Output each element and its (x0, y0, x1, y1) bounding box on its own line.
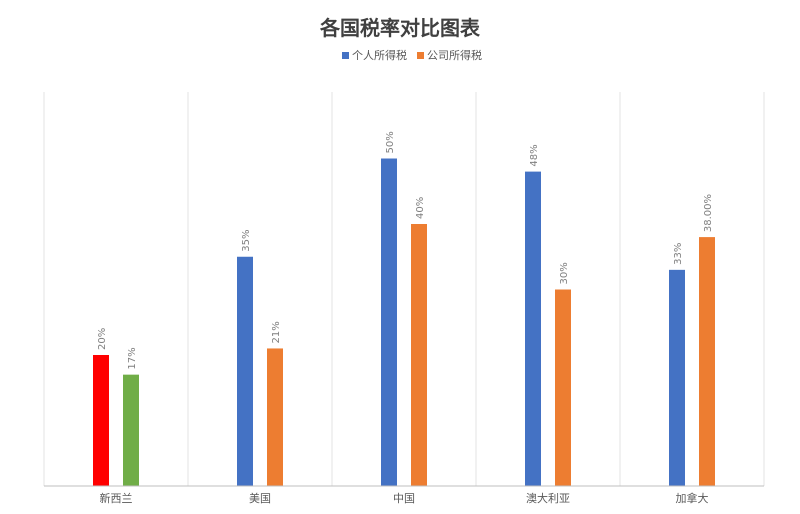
bar-personal-2 (381, 158, 397, 486)
data-label: 30% (559, 262, 570, 284)
bar-personal-0 (93, 355, 109, 486)
bar-personal-3 (525, 171, 541, 486)
data-labels: 20% 17% 35% 21% 50% 40% 48% 30% 33% 38.00% (97, 131, 714, 369)
data-label: 17% (127, 347, 138, 369)
data-label: 35% (241, 230, 252, 252)
bar-corporate-0 (123, 374, 139, 486)
chart-title: 各国税率对比图表 (319, 16, 481, 40)
x-tick-label: 加拿大 (676, 491, 709, 505)
bar-corporate-4 (699, 237, 715, 486)
data-label: 40% (415, 197, 426, 219)
x-tick-label: 美国 (249, 492, 271, 505)
category-separators (43, 92, 765, 486)
bar-corporate-1 (267, 348, 283, 486)
bar-corporate-2 (411, 224, 427, 486)
data-label: 50% (385, 131, 396, 153)
data-label: 48% (529, 144, 540, 166)
data-label: 38.00% (703, 194, 714, 232)
bar-personal-4 (669, 269, 685, 486)
data-label: 33% (673, 243, 684, 265)
x-tick-label: 新西兰 (100, 491, 133, 505)
legend-label-1: 个人所得税 (352, 48, 407, 62)
legend: 个人所得税 公司所得税 (342, 48, 482, 62)
legend-swatch-1 (342, 52, 349, 59)
bar-personal-1 (237, 256, 253, 486)
data-label: 21% (271, 321, 282, 343)
x-axis: 新西兰 美国 中国 澳大利亚 加拿大 (44, 485, 764, 505)
x-tick-label: 中国 (393, 492, 415, 505)
legend-swatch-2 (417, 52, 424, 59)
legend-label-2: 公司所得税 (427, 48, 482, 62)
bars (93, 158, 715, 486)
data-label: 20% (97, 328, 108, 350)
x-tick-label: 澳大利亚 (526, 491, 570, 505)
bar-corporate-3 (555, 289, 571, 486)
